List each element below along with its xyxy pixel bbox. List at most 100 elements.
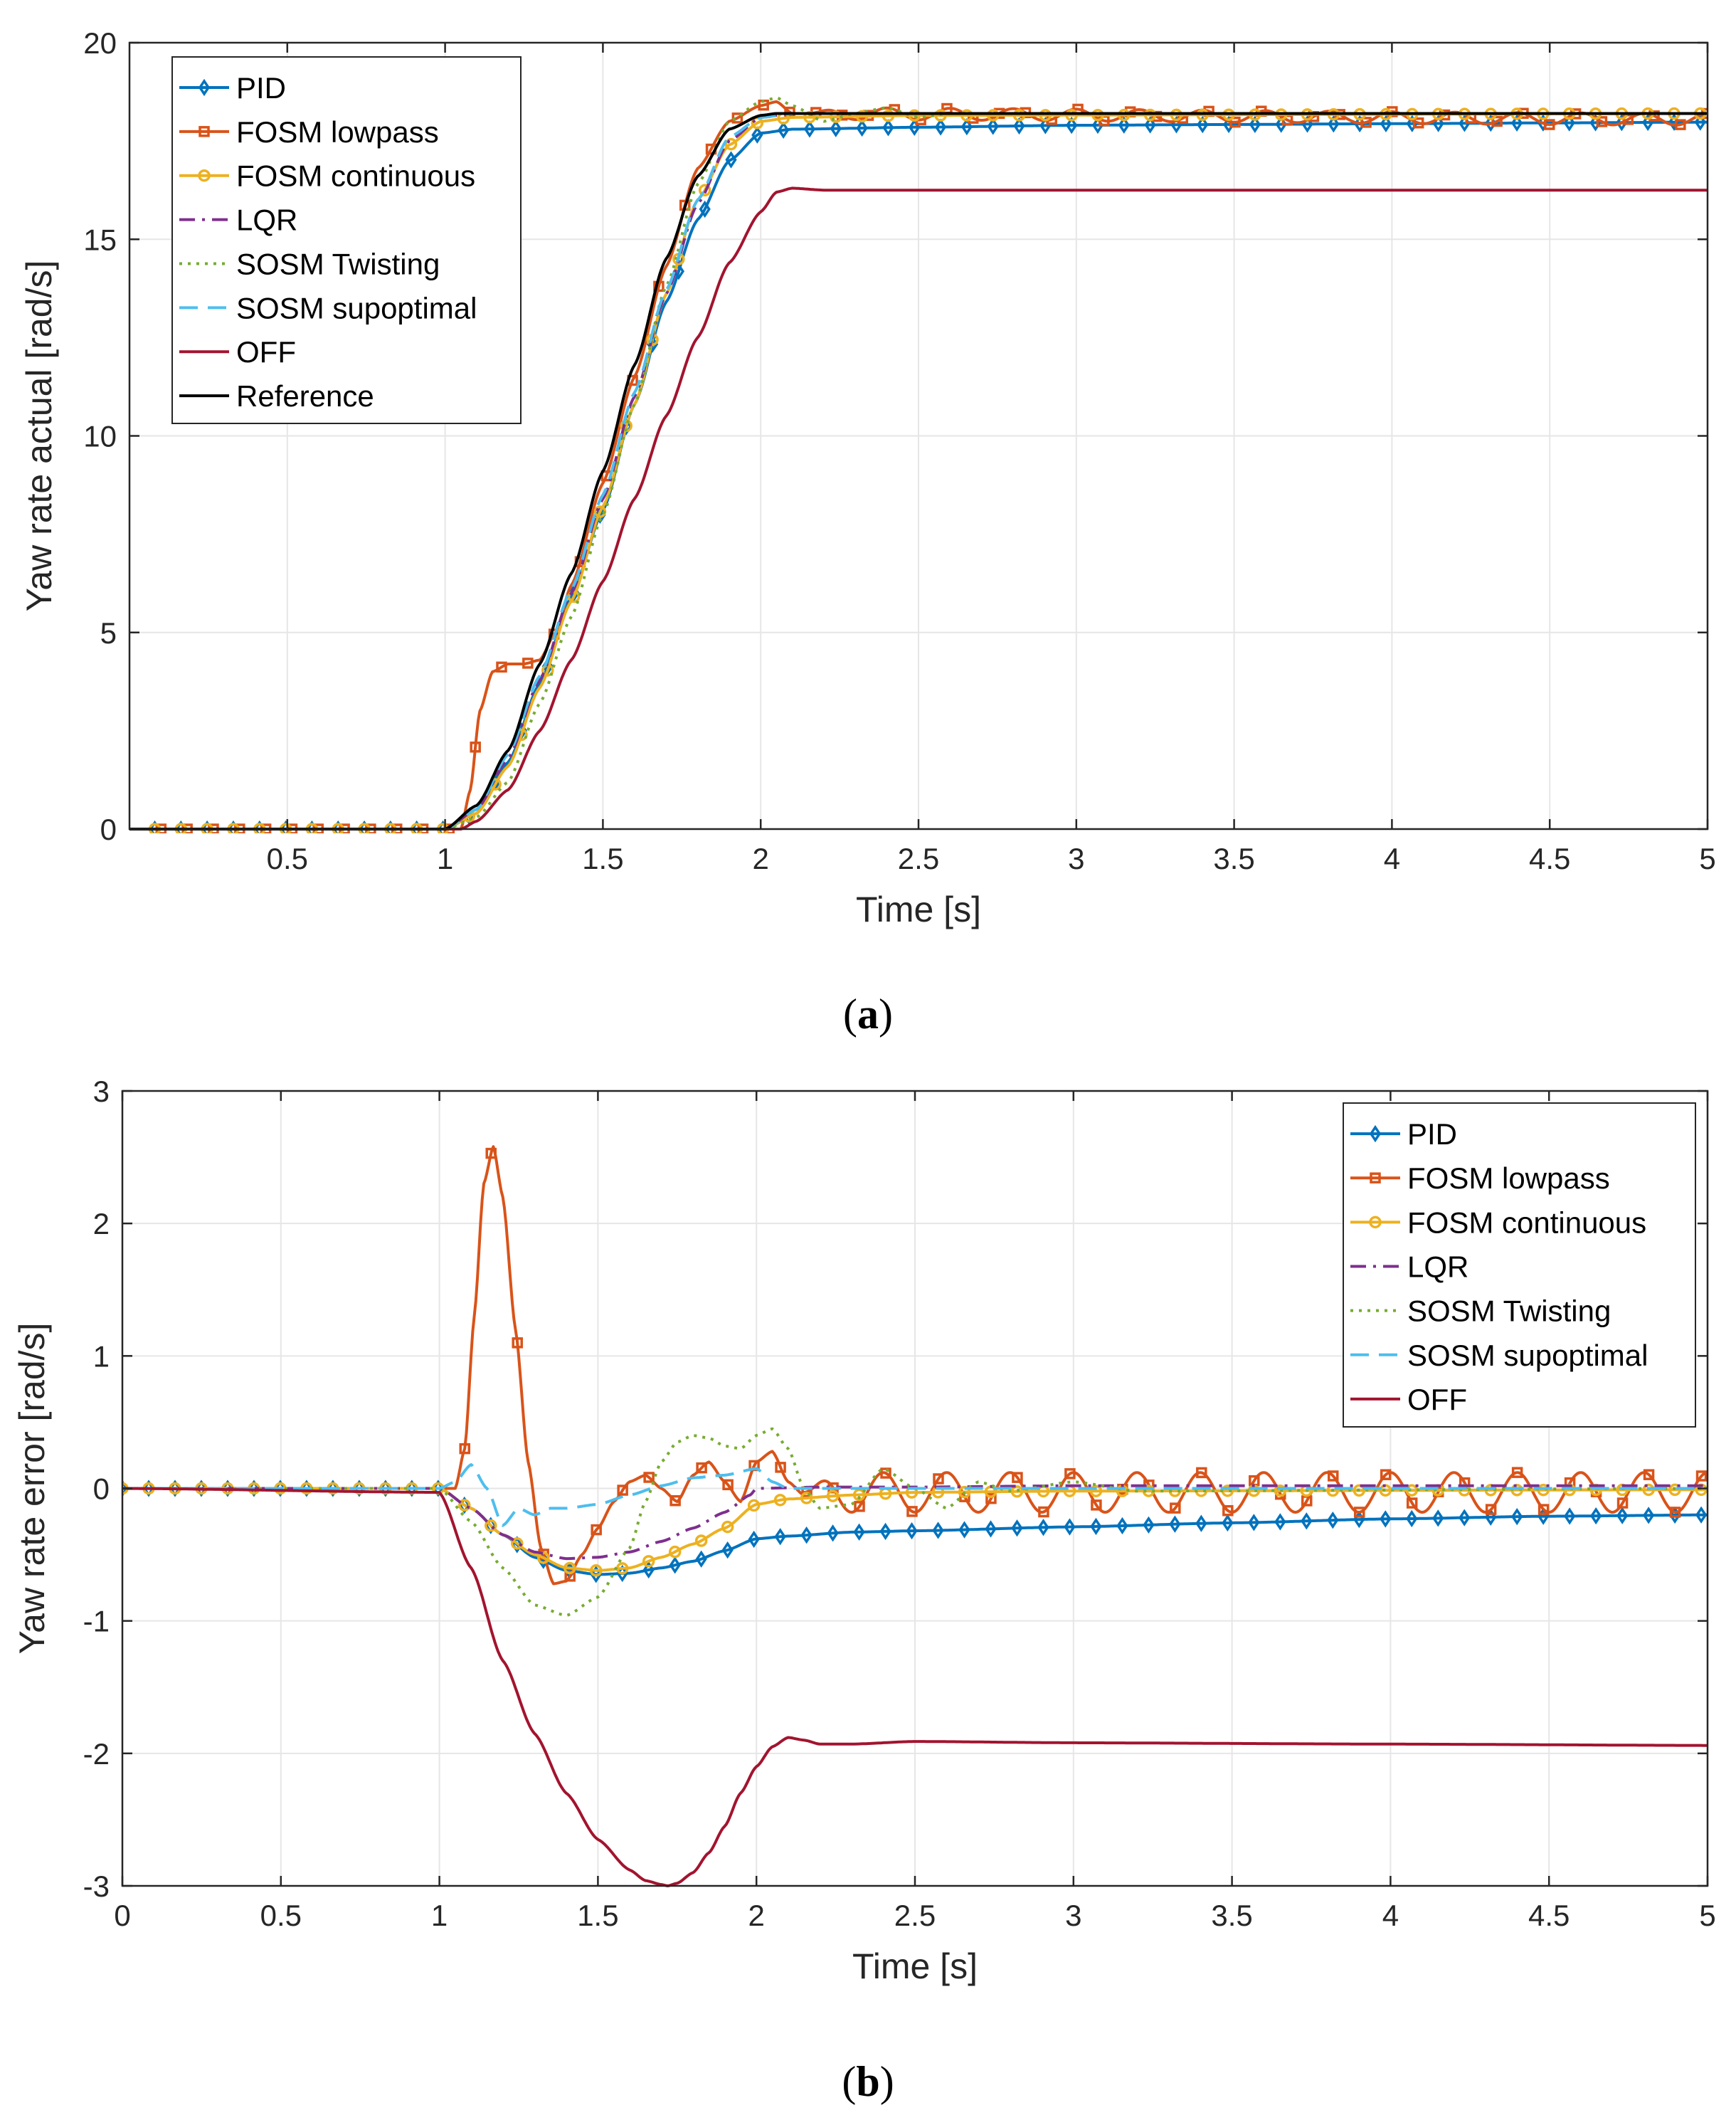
caption-a: (a) [843,991,893,1038]
marker-pid [774,1528,786,1546]
x-tick-label: 1.5 [582,842,623,875]
legend-marker [1369,1124,1382,1143]
marker-fosm-continuous [1010,1485,1024,1498]
marker-fosm-lowpass [731,112,743,124]
legend-item-sosm-twisting: SOSM Twisting [179,247,440,280]
marker-pid [1197,115,1209,134]
marker-fosm-lowpass [775,1462,786,1473]
y-tick-label: 0 [100,813,117,846]
marker-pid [778,121,790,139]
marker-pid [800,1526,813,1544]
marker-fosm-continuous [908,109,921,122]
legend-label: SOSM Twisting [1407,1294,1611,1328]
x-axis-label: Time [s] [852,1946,978,1986]
marker-fosm-lowpass [1675,119,1686,130]
legend-label: FOSM continuous [236,159,475,193]
y-tick-label: 2 [93,1207,110,1240]
marker-fosm-lowpass [617,1484,628,1496]
marker-pid [827,1524,839,1542]
legend-label: LQR [236,204,297,237]
marker-pid [169,1480,181,1497]
legend-item-sosm-supoptimal: SOSM supoptimal [179,291,477,325]
x-tick-label: 1.5 [577,1899,618,1932]
marker-fosm-lowpass [722,1479,734,1491]
marker-fosm-lowpass [1170,1502,1181,1514]
y-tick-label: -3 [83,1869,110,1903]
series-line-sosm-supoptimal [122,1463,1708,1527]
marker-pid [1195,1514,1207,1532]
marker-pid [803,120,816,138]
marker-pid [1380,115,1392,132]
marker-pid [1301,1512,1313,1530]
marker-fosm-lowpass [1695,1470,1708,1482]
marker-fosm-continuous [1274,1484,1287,1497]
marker-pid [958,1521,970,1539]
marker-fosm-continuous [986,109,1000,122]
marker-fosm-lowpass [906,1506,918,1517]
marker-pid [1144,116,1156,134]
x-tick-label: 0.5 [260,1899,302,1932]
legend-label: Reference [236,379,374,413]
marker-pid [856,119,868,137]
legend-item-pid: PID [179,71,286,105]
x-tick-label: 2.5 [894,1899,936,1932]
marker-fosm-lowpass [470,742,481,753]
marker-fosm-continuous [458,1499,471,1512]
y-tick-label: 10 [83,420,117,453]
marker-pid [1066,116,1078,135]
marker-fosm-lowpass [459,1443,470,1455]
legend-marker [198,78,211,97]
y-tick-label: -1 [83,1605,110,1638]
marker-fosm-lowpass [1064,1468,1076,1480]
marker-fosm-lowpass [1380,1469,1392,1480]
marker-pid [725,151,737,169]
marker-pid [830,120,842,137]
marker-fosm-continuous [485,1519,497,1532]
marker-fosm-continuous [642,1555,655,1568]
marker-pid [879,1522,891,1541]
legend-item-sosm-twisting: SOSM Twisting [1350,1294,1611,1328]
marker-pid [960,117,973,136]
marker-pid [1563,114,1575,132]
marker-fosm-lowpass [1012,1472,1023,1483]
marker-pid [1118,116,1130,134]
marker-fosm-lowpass [880,1467,891,1479]
x-tick-label: 4.5 [1529,842,1570,875]
marker-pid [327,1480,339,1497]
x-tick-label: 4.5 [1528,1899,1570,1932]
marker-fosm-lowpass [696,1462,707,1474]
marker-pid [1328,115,1340,133]
marker-fosm-lowpass [836,110,848,121]
marker-pid [1327,1512,1339,1529]
marker-fosm-lowpass [1412,117,1424,129]
legend-label: OFF [236,335,296,369]
x-tick-label: 2.5 [898,842,939,875]
x-tick-label: 2 [748,1899,765,1932]
marker-pid [642,1561,655,1579]
marker-fosm-continuous [1012,109,1026,122]
marker-fosm-lowpass [1596,116,1608,127]
marker-fosm-continuous [1143,108,1157,122]
y-tick-label: 5 [100,616,117,650]
marker-fosm-continuous [563,1561,576,1575]
x-tick-label: 5 [1699,842,1715,875]
y-tick-label: 20 [83,26,117,60]
marker-pid [1013,117,1025,135]
x-tick-label: 1 [431,1899,448,1932]
x-tick-label: 3 [1068,842,1084,875]
marker-fosm-continuous [882,109,895,122]
marker-fosm-lowpass [1648,110,1660,122]
marker-pid [1090,1517,1102,1536]
marker-pid [987,117,999,135]
marker-fosm-continuous [852,1488,866,1502]
marker-pid [1459,1509,1471,1526]
x-tick-label: 2 [753,842,769,875]
marker-pid [699,200,711,218]
marker-fosm-continuous [668,1545,682,1559]
marker-pid [195,1480,208,1497]
marker-fosm-lowpass [1669,1507,1681,1518]
marker-pid [1406,1509,1418,1528]
marker-pid [1011,1519,1023,1537]
legend-box [171,56,522,424]
legend-item-sosm-supoptimal: SOSM supoptimal [1350,1339,1648,1372]
